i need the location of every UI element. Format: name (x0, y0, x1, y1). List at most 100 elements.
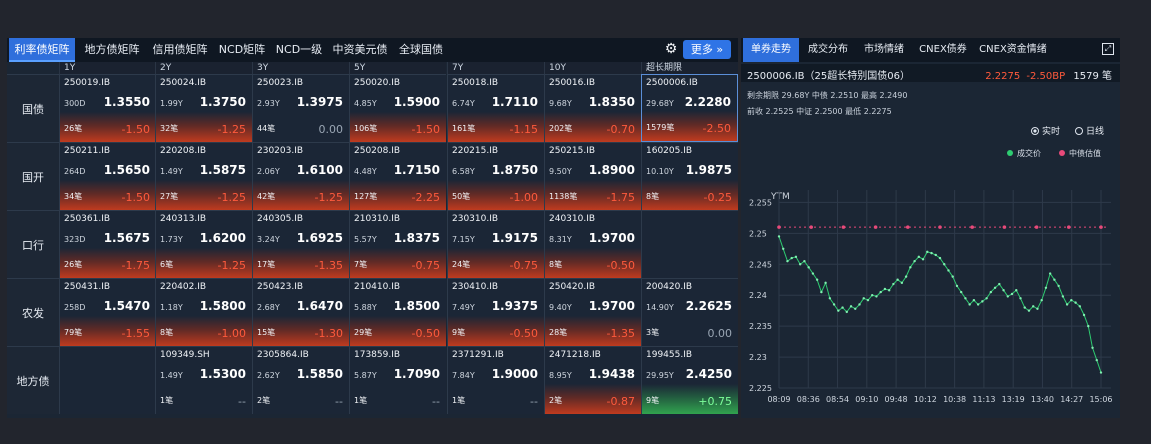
bond-cell[interactable]: 250211.IB 264D 1.5650 34笔 -1.50 (59, 142, 156, 210)
quote-yield: 2.2275 (985, 71, 1021, 82)
trade-point (807, 266, 810, 269)
bond-code: 230203.IB (257, 146, 304, 156)
y-tick-label: 2.25 (749, 229, 767, 238)
bond-cell[interactable]: 230310.IB 7.15Y 1.9175 24笔 -0.75 (447, 210, 544, 278)
bond-cell[interactable]: 2471218.IB 8.95Y 1.9438 2笔 -0.87 (544, 346, 641, 414)
y-tick-label: 2.23 (749, 353, 767, 362)
bond-cell[interactable]: 250361.IB 323D 1.5675 26笔 -1.75 (59, 210, 156, 278)
cell-change-band (545, 248, 641, 278)
bond-cell[interactable]: 250215.IB 9.50Y 1.8900 1138笔 -1.75 (544, 142, 641, 210)
trade-count: 24笔 (452, 260, 471, 269)
trade-point (998, 282, 1001, 286)
expand-icon[interactable]: ⤢ (1102, 43, 1114, 55)
bond-cell[interactable]: 250208.IB 4.48Y 1.7150 127笔 -2.25 (349, 142, 446, 210)
bond-cell[interactable]: 210410.IB 5.88Y 1.8500 29笔 -0.50 (349, 278, 446, 346)
bond-cell[interactable]: 230410.IB 7.49Y 1.9375 9笔 -0.50 (447, 278, 544, 346)
yield-change: -1.50 (121, 191, 150, 204)
bond-cell[interactable]: 250019.IB 300D 1.3550 26笔 -1.50 (59, 74, 156, 142)
yield-change: -0.70 (606, 123, 635, 136)
bond-cell[interactable]: 200420.IB 14.90Y 2.2625 3笔 0.00 (641, 278, 738, 346)
tab-trade-distribution[interactable]: 成交分布 (808, 44, 848, 55)
trade-point (1010, 292, 1014, 296)
trade-point (875, 295, 878, 298)
tab-ncd-matrix[interactable]: NCD矩阵 (218, 43, 266, 56)
trade-point (934, 253, 937, 257)
trade-count: 1笔 (452, 396, 466, 405)
row-label: 地方债 (7, 346, 59, 414)
tab-credit-bond-matrix[interactable]: 信用债矩阵 (152, 43, 208, 56)
yield-change: -1.55 (121, 327, 150, 340)
bond-code: 250423.IB (257, 282, 304, 292)
trade-count: 8笔 (549, 260, 563, 269)
tab-cnex-fund-sentiment[interactable]: CNEX资金情绪 (979, 44, 1047, 55)
cell-change-band (448, 316, 544, 346)
trade-point (811, 272, 815, 275)
cell-change-band (545, 384, 641, 414)
bond-cell[interactable]: 210310.IB 5.57Y 1.8375 7笔 -0.75 (349, 210, 446, 278)
gear-icon[interactable]: ⚙ (664, 41, 678, 57)
tab-local-bond-matrix[interactable]: 地方债矩阵 (84, 43, 140, 56)
valuation-point (970, 225, 974, 229)
bond-cell[interactable]: 240305.IB 3.24Y 1.6925 17笔 -1.35 (252, 210, 349, 278)
yield-change: -1.25 (217, 123, 246, 136)
trade-point (972, 298, 976, 302)
bond-cell[interactable]: 220402.IB 1.18Y 1.5800 8笔 -1.00 (155, 278, 252, 346)
tab-usd-bond[interactable]: 中资美元债 (332, 43, 388, 56)
bond-cell[interactable]: 2305864.IB 2.62Y 1.5850 2笔 -- (252, 346, 349, 414)
tab-global-treasury[interactable]: 全球国债 (399, 43, 443, 56)
cell-change-band (253, 316, 349, 346)
bond-cell[interactable]: 240310.IB 8.31Y 1.9700 8笔 -0.50 (544, 210, 641, 278)
mode-daily-label: 日线 (1086, 127, 1105, 137)
bond-cell[interactable]: 220208.IB 1.49Y 1.5875 27笔 -1.25 (155, 142, 252, 210)
bond-cell[interactable]: 230203.IB 2.06Y 1.6100 42笔 -1.25 (252, 142, 349, 210)
bond-cell[interactable]: 250024.IB 1.99Y 1.3750 32笔 -1.25 (155, 74, 252, 142)
bond-code: 199455.IB (646, 350, 693, 360)
mode-daily-radio[interactable]: 日线 (1075, 124, 1104, 137)
tab-market-sentiment[interactable]: 市场情绪 (864, 44, 904, 55)
tab-cnex-bond[interactable]: CNEX债券 (919, 44, 967, 55)
trade-count: 1579笔 (646, 123, 675, 132)
bond-cell[interactable]: 199455.IB 29.95Y 2.4250 9笔 +0.75 (641, 346, 738, 414)
bond-cell[interactable]: 220215.IB 6.58Y 1.8750 50笔 -1.00 (447, 142, 544, 210)
bond-cell[interactable]: 240313.IB 1.73Y 1.6200 6笔 -1.25 (155, 210, 252, 278)
bond-cell[interactable]: 250420.IB 9.40Y 1.9700 28笔 -1.35 (544, 278, 641, 346)
bond-cell[interactable]: 160205.IB 10.10Y 1.9875 8笔 -0.25 (641, 142, 738, 210)
bond-cell[interactable]: 250023.IB 2.93Y 1.3975 44笔 0.00 (252, 74, 349, 142)
bond-cell[interactable]: 109349.SH 1.49Y 1.5300 1笔 -- (155, 346, 252, 414)
bond-code: 2500006.IB (646, 78, 698, 88)
mode-realtime-radio[interactable]: 实时 (1031, 124, 1060, 137)
bond-yield: 1.5850 (296, 367, 343, 381)
tab-rate-bond-matrix[interactable]: 利率债矩阵 (9, 38, 75, 62)
trade-point (1019, 297, 1022, 300)
trade-count: 32笔 (160, 124, 179, 133)
bond-cell[interactable]: 2500006.IB 29.68Y 2.2280 1579笔 -2.50 (641, 74, 738, 142)
trade-count: 15笔 (257, 328, 276, 337)
bond-cell[interactable]: 250016.IB 9.68Y 1.8350 202笔 -0.70 (544, 74, 641, 142)
tab-single-bond-trend[interactable]: 单券走势 (743, 38, 799, 62)
quote-count: 1579 笔 (1073, 71, 1112, 82)
bond-term: 1.99Y (160, 99, 183, 108)
bond-cell[interactable]: 173859.IB 5.87Y 1.7090 1笔 -- (349, 346, 446, 414)
bond-cell[interactable]: 250431.IB 258D 1.5470 79笔 -1.55 (59, 278, 156, 346)
bond-cell[interactable]: 2371291.IB 7.84Y 1.9000 1笔 -- (447, 346, 544, 414)
bond-cell[interactable]: 250020.IB 4.85Y 1.5900 106笔 -1.50 (349, 74, 446, 142)
cell-change-band (60, 248, 156, 278)
trade-count: 9笔 (452, 328, 466, 337)
yield-change: -0.50 (411, 327, 440, 340)
more-button[interactable]: 更多 » (683, 40, 731, 59)
x-tick-label: 13:19 (1002, 395, 1025, 404)
trade-point (938, 256, 942, 260)
trade-count: 1笔 (160, 396, 174, 405)
cell-change-band (156, 112, 252, 142)
bond-cell[interactable]: 250423.IB 2.68Y 1.6470 15笔 -1.30 (252, 278, 349, 346)
legend-trade-dot (1007, 150, 1013, 156)
cell-change-band (350, 180, 446, 210)
trade-point (1006, 295, 1009, 298)
trade-point (993, 286, 997, 289)
tab-ncd-primary[interactable]: NCD一级 (275, 43, 323, 56)
bond-cell[interactable]: 250018.IB 6.74Y 1.7110 161笔 -1.15 (447, 74, 544, 142)
yield-change: -1.50 (411, 123, 440, 136)
yield-change: -- (530, 395, 538, 408)
bond-code: 109349.SH (160, 350, 210, 360)
matrix-tab-bar: 利率债矩阵 地方债矩阵 信用债矩阵 NCD矩阵 NCD一级 中资美元债 全球国债… (7, 38, 738, 62)
